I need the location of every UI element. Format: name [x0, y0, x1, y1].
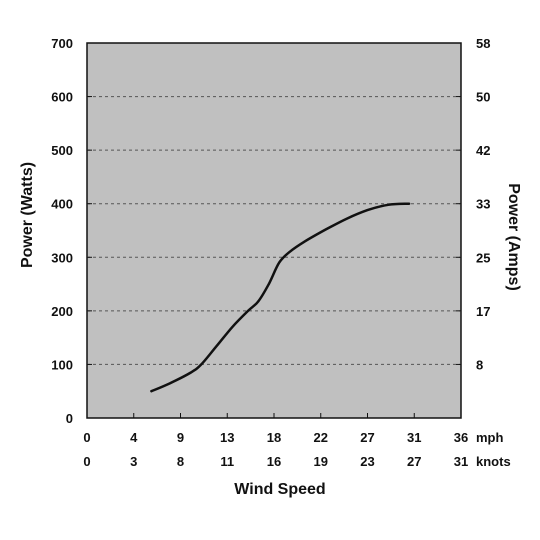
power-curve-line — [150, 202, 411, 393]
x-tick-label-knots: 0 — [83, 454, 90, 469]
tick-marks — [87, 42, 461, 418]
right-tick-label: 25 — [476, 250, 490, 265]
x-tick-label-mph: 22 — [314, 430, 328, 445]
left-tick-label: 700 — [51, 36, 73, 51]
x-tick-label-mph: 31 — [407, 430, 421, 445]
x-tick-label-knots: 8 — [177, 454, 184, 469]
x-tick-label-knots: 31 — [454, 454, 468, 469]
y-axis-title-right: Power (Amps) — [505, 183, 522, 291]
x-tick-label-mph: 4 — [130, 430, 138, 445]
right-tick-label: 42 — [476, 143, 490, 158]
left-tick-label: 0 — [66, 411, 73, 426]
x-tick-label-mph: 36 — [454, 430, 468, 445]
right-tick-label: 50 — [476, 90, 490, 105]
right-y-tick-labels: 8 17 25 33 42 50 58 — [476, 36, 490, 372]
x-tick-label-mph: 18 — [267, 430, 281, 445]
x-unit-label-mph: mph — [476, 430, 504, 445]
x-tick-label-mph: 13 — [220, 430, 234, 445]
x-unit-label-knots: knots — [476, 454, 511, 469]
x-tick-labels: 0 4 9 13 18 22 27 31 36 mph 0 3 8 11 16 19 23 27 31 knots — [83, 430, 510, 469]
gridlines — [87, 96, 461, 365]
left-y-tick-labels: 0 100 200 300 400 500 600 700 — [51, 36, 73, 426]
x-tick-label-knots: 3 — [130, 454, 137, 469]
x-tick-label-knots: 23 — [360, 454, 374, 469]
right-tick-label: 8 — [476, 357, 483, 372]
right-tick-label: 17 — [476, 304, 490, 319]
plot-area — [86, 42, 462, 419]
left-tick-label: 100 — [51, 357, 73, 372]
x-tick-label-mph: 0 — [83, 430, 90, 445]
x-tick-label-knots: 16 — [267, 454, 281, 469]
left-tick-label: 600 — [51, 90, 73, 105]
x-tick-label-knots: 27 — [407, 454, 421, 469]
left-tick-label: 400 — [51, 197, 73, 212]
right-tick-label: 58 — [476, 36, 490, 51]
left-tick-label: 500 — [51, 143, 73, 158]
left-tick-label: 300 — [51, 250, 73, 265]
x-tick-label-mph: 9 — [177, 430, 184, 445]
x-tick-label-knots: 11 — [220, 454, 234, 469]
left-tick-label: 200 — [51, 304, 73, 319]
x-tick-label-knots: 19 — [314, 454, 328, 469]
x-axis-title: Wind Speed — [234, 481, 325, 498]
y-axis-title-left: Power (Watts) — [19, 162, 36, 268]
x-tick-label-mph: 27 — [360, 430, 374, 445]
right-tick-label: 33 — [476, 197, 490, 212]
